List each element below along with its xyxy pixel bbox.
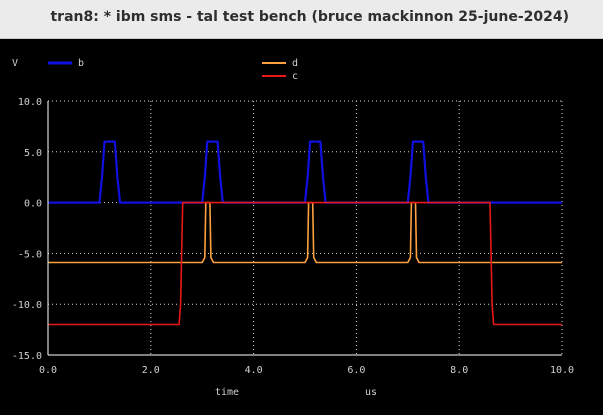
title-bar[interactable]: tran8: * ibm sms - tal test bench (bruce… [0,0,603,39]
y-axis-label: V [12,58,18,69]
series-lines [48,140,562,326]
legend-label-b: b [78,58,84,69]
x-axis-label-time: time [215,387,239,398]
x-axis-label-unit: us [365,387,377,398]
legend-label-d: d [292,58,298,69]
x-tick-labels: 0.0 2.0 4.0 6.0 8.0 10.0 [39,365,574,376]
grid-lines [47,100,563,356]
y-tick-labels: 10.0 5.0 0.0 -5.0 -10.0 -15.0 [12,97,42,362]
x-tick-label: 4.0 [245,365,263,376]
y-tick-label: -5.0 [18,249,42,260]
legend-label-c: c [292,71,298,82]
x-tick-label: 0.0 [39,365,57,376]
x-tick-label: 10.0 [550,365,574,376]
x-tick-label: 2.0 [142,365,160,376]
x-tick-label: 6.0 [347,365,365,376]
y-tick-label: -15.0 [12,351,42,362]
series-line-b [48,140,562,204]
y-tick-label: 0.0 [24,199,42,210]
y-tick-label: 10.0 [18,97,42,108]
series-line-c [48,201,562,326]
y-tick-label: -10.0 [12,300,42,311]
window-title: tran8: * ibm sms - tal test bench (bruce… [50,9,569,25]
y-tick-label: 5.0 [24,148,42,159]
axes-frame [47,101,562,356]
x-tick-label: 8.0 [450,365,468,376]
